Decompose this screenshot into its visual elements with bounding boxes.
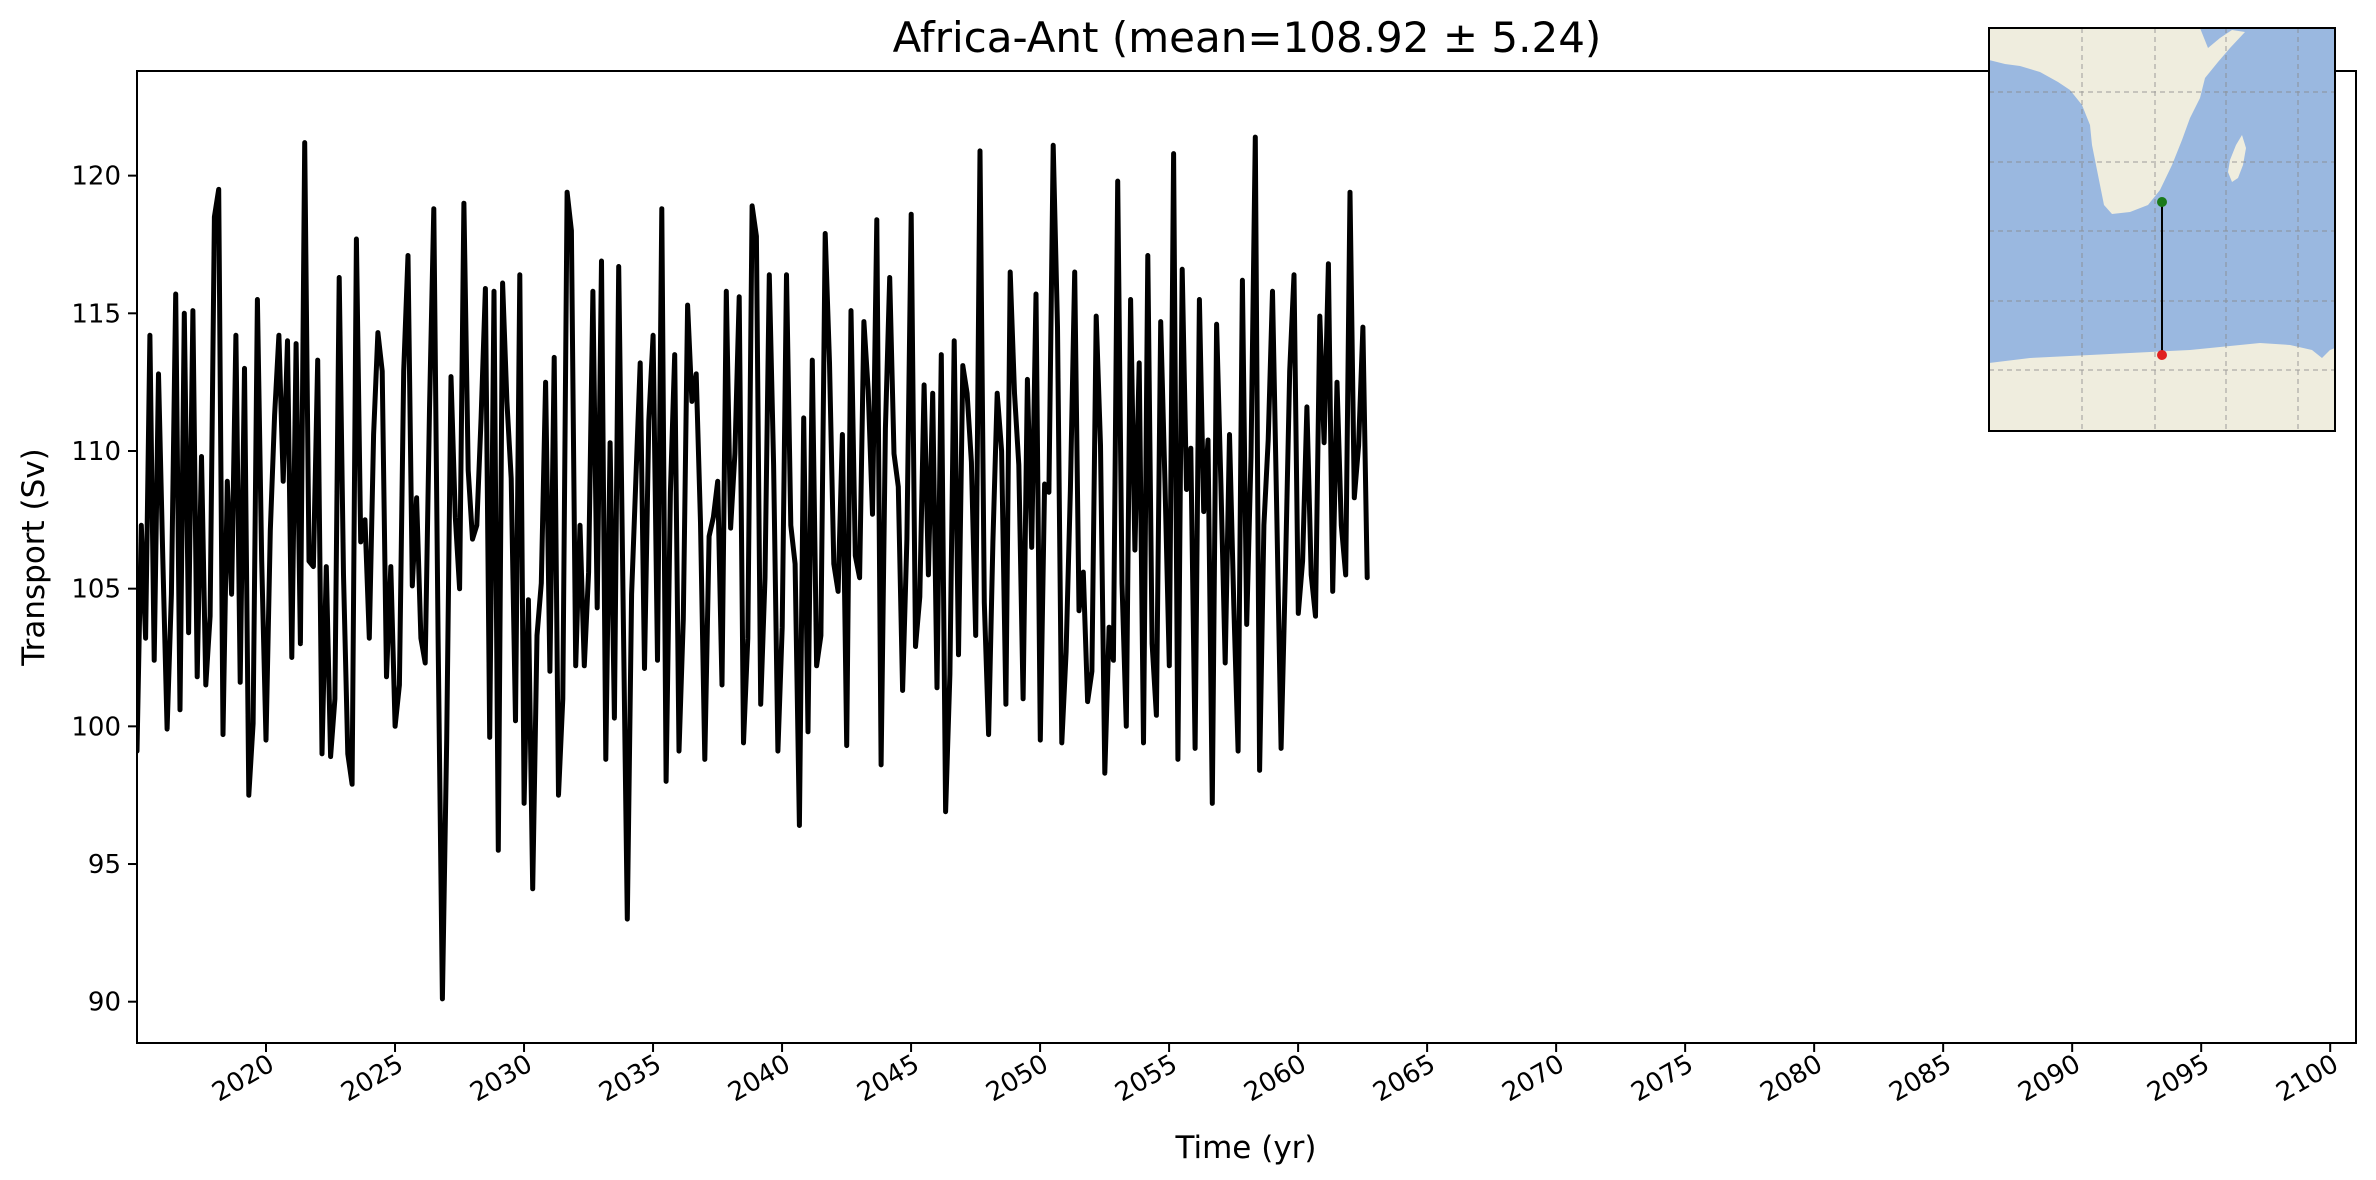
y-tick-label: 120 [71, 162, 121, 192]
y-tick-label: 95 [88, 850, 121, 880]
x-tick-label: 2090 [2013, 1049, 2085, 1108]
y-tick-label: 90 [88, 988, 121, 1018]
x-tick-label: 2065 [1368, 1049, 1440, 1108]
y-axis-label: Transport (Sv) [16, 448, 52, 667]
x-axis-label: Time (yr) [1175, 1130, 1317, 1166]
x-tick-label: 2100 [2271, 1049, 2343, 1108]
inset-map [1989, 28, 2335, 431]
x-tick-label: 2070 [1497, 1049, 1569, 1108]
y-tick-label: 115 [71, 299, 121, 329]
x-tick-label: 2045 [852, 1049, 924, 1108]
x-tick-label: 2020 [207, 1049, 279, 1108]
x-tick-label: 2080 [1755, 1049, 1827, 1108]
x-tick-label: 2035 [594, 1049, 666, 1108]
y-tick-label: 110 [71, 437, 121, 467]
x-tick-label: 2055 [1110, 1049, 1182, 1108]
x-tick-label: 2030 [465, 1049, 537, 1108]
y-tick-label: 100 [71, 712, 121, 742]
x-tick-label: 2060 [1239, 1049, 1311, 1108]
x-tick-label: 2095 [2142, 1049, 2214, 1108]
section-end-marker [2157, 350, 2167, 360]
x-tick-label: 2085 [1884, 1049, 1956, 1108]
x-tick-label: 2075 [1626, 1049, 1698, 1108]
x-axis: 2020 2025 2030 2035 2040 2045 2050 2055 2060 2065… [207, 1043, 2343, 1108]
transport-series-line [137, 137, 1367, 999]
y-axis: 90 95 100 105 110 115 120 [71, 162, 137, 1018]
x-tick-label: 2025 [336, 1049, 408, 1108]
y-tick-label: 105 [71, 575, 121, 605]
x-tick-label: 2050 [981, 1049, 1053, 1108]
section-start-marker [2157, 197, 2167, 207]
chart-title: Africa-Ant (mean=108.92 ± 5.24) [893, 13, 1602, 62]
x-tick-label: 2040 [723, 1049, 795, 1108]
